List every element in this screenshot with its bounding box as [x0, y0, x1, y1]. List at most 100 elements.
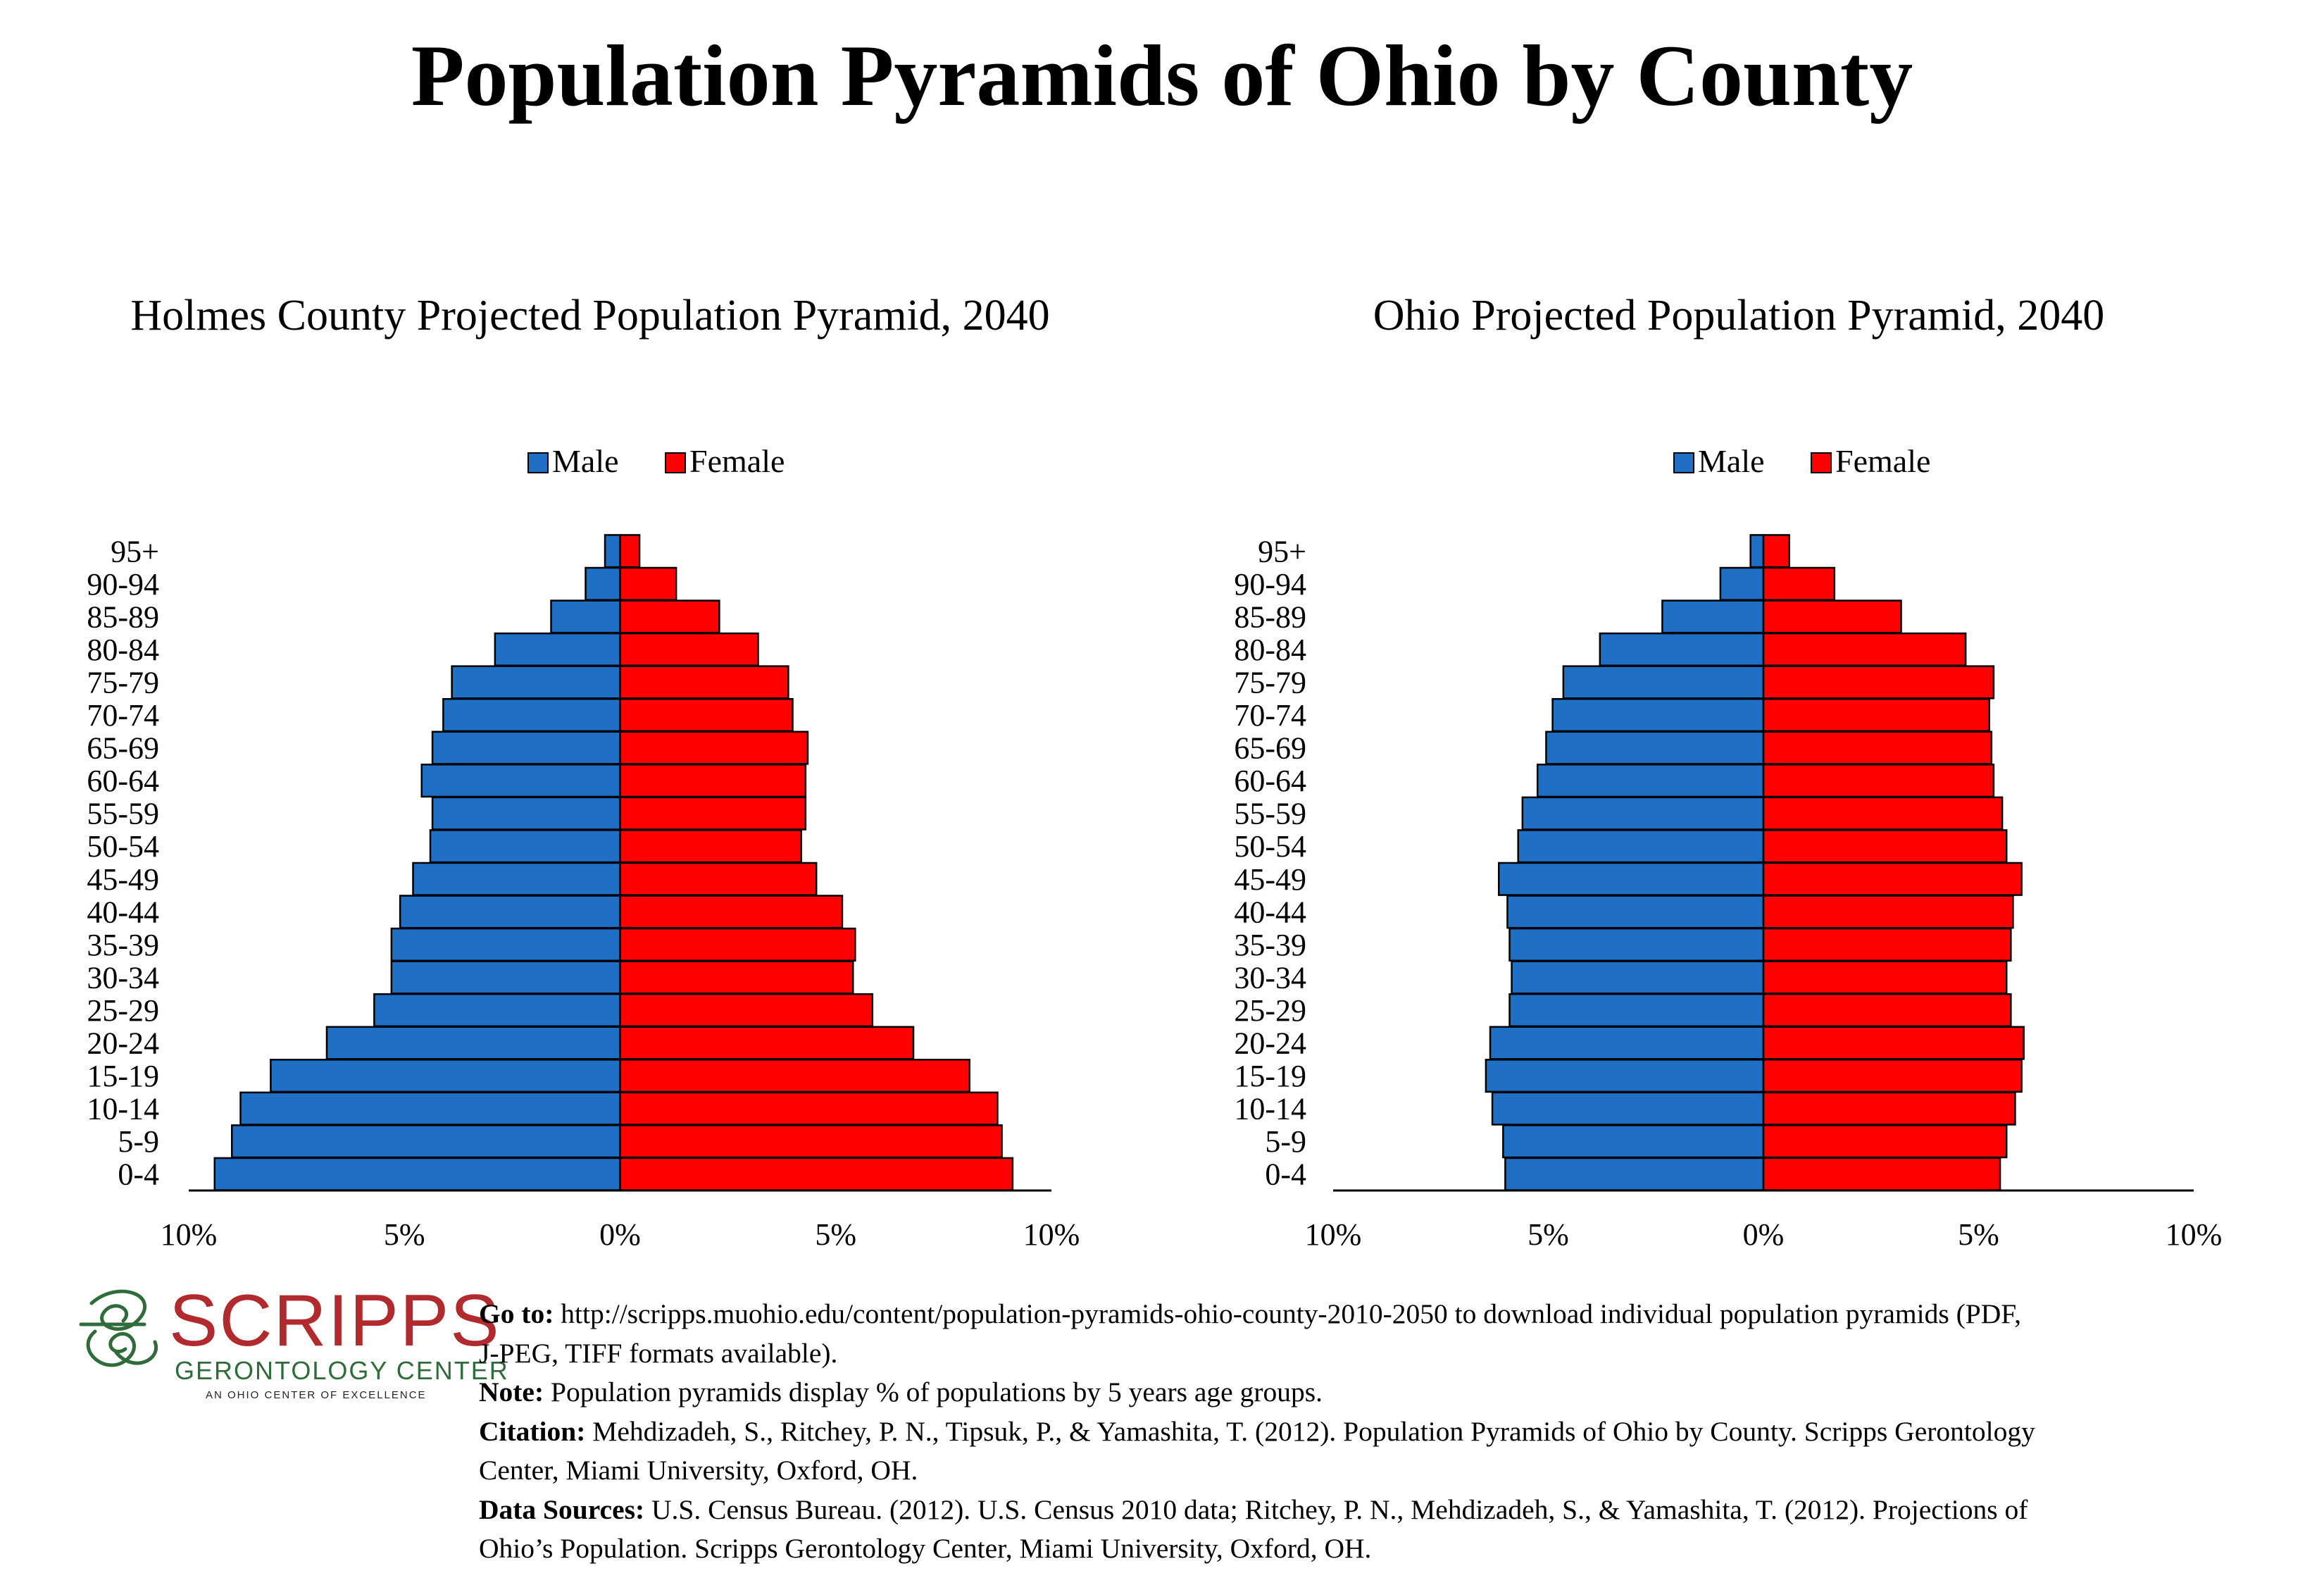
category-label: 5-9	[1265, 1124, 1306, 1159]
bar-male-35-39	[390, 927, 621, 962]
bar-female-35-39	[619, 927, 856, 962]
legend-label-male: Male	[552, 443, 619, 479]
bar-female-75-79	[1762, 665, 1995, 700]
category-label: 55-59	[1234, 797, 1306, 831]
bar-female-30-34	[619, 960, 854, 995]
category-label: 85-89	[87, 599, 159, 634]
bar-female-50-54	[1762, 829, 2008, 864]
legend-label-female: Female	[1835, 443, 1930, 479]
category-label: 80-84	[1234, 633, 1306, 667]
note-label: Citation:	[479, 1415, 586, 1447]
x-tick-label: 5%	[815, 1217, 856, 1252]
bar-female-65-69	[619, 731, 809, 765]
bar-female-65-69	[1762, 731, 1993, 765]
legend: Male Female	[527, 443, 785, 479]
bar-male-40-44	[399, 895, 621, 929]
category-label: 15-19	[87, 1059, 159, 1093]
bar-female-20-24	[1762, 1026, 2025, 1060]
bar-male-70-74	[442, 697, 621, 733]
category-label: 25-29	[1234, 993, 1306, 1028]
holmes-county-pyramid-svg: Holmes County Projected Population Pyram…	[87, 292, 1080, 1252]
category-label: 75-79	[1234, 665, 1306, 700]
legend-swatch-female	[665, 452, 686, 473]
legend: Male Female	[1673, 443, 1930, 479]
note-line-sources-cont: Ohio’s Population. Scripps Gerontology C…	[479, 1529, 2310, 1569]
category-label: 5-9	[118, 1124, 159, 1159]
note-label: Data Sources:	[479, 1493, 645, 1525]
bar-female-70-74	[1762, 697, 1991, 733]
bar-male-20-24	[325, 1026, 621, 1060]
category-label: 50-54	[87, 829, 159, 864]
note-text: Population pyramids display % of populat…	[544, 1376, 1323, 1407]
note-label: Go to:	[479, 1298, 554, 1329]
bar-male-95+	[1749, 534, 1765, 568]
x-tick-label: 10%	[161, 1217, 218, 1252]
category-label: 45-49	[1234, 862, 1306, 897]
note-line-citation: Citation: Mehdizadeh, S., Ritchey, P. N.…	[479, 1412, 2310, 1452]
logo-subtitle: GERONTOLOGY CENTER	[175, 1356, 509, 1385]
bar-male-70-74	[1551, 697, 1765, 733]
category-label: 95+	[1258, 534, 1306, 568]
x-tick-label: 0%	[599, 1217, 641, 1252]
category-label: 20-24	[87, 1026, 159, 1061]
note-text: Center, Miami University, Oxford, OH.	[479, 1455, 918, 1486]
category-label: 20-24	[1234, 1026, 1306, 1061]
category-label: 10-14	[1234, 1092, 1306, 1126]
bar-male-0-4	[1504, 1157, 1765, 1191]
bar-male-15-19	[1485, 1059, 1765, 1093]
note-line-sources: Data Sources: U.S. Census Bureau. (2012)…	[479, 1491, 2310, 1530]
bar-male-25-29	[373, 993, 621, 1028]
legend-swatch-male	[527, 452, 549, 473]
chart-title: Holmes County Projected Population Pyram…	[130, 292, 1049, 340]
ohio-pyramid-chart: Ohio Projected Population Pyramid, 2040 M…	[1155, 141, 2324, 1268]
note-line-goto-cont: J-PEG, TIFF formats available).	[479, 1334, 2310, 1374]
bar-female-5-9	[1762, 1124, 2008, 1159]
bar-male-65-69	[431, 731, 621, 765]
bar-female-50-54	[619, 829, 802, 864]
bar-male-15-19	[270, 1059, 621, 1093]
bar-female-55-59	[619, 796, 807, 831]
bar-female-20-24	[619, 1026, 915, 1060]
bar-female-25-29	[619, 993, 874, 1028]
bar-male-40-44	[1506, 895, 1765, 929]
bar-female-80-84	[619, 632, 759, 666]
bar-female-55-59	[1762, 796, 2004, 831]
bar-male-45-49	[1497, 862, 1765, 896]
x-tick-label: 0%	[1743, 1217, 1785, 1252]
category-label: 60-64	[1234, 764, 1306, 798]
holmes-county-pyramid-chart: Holmes County Projected Population Pyram…	[0, 141, 1155, 1268]
legend-label-male: Male	[1698, 443, 1765, 479]
bar-male-85-89	[550, 599, 621, 634]
category-label: 40-44	[1234, 895, 1306, 929]
note-text: Mehdizadeh, S., Ritchey, P. N., Tipsuk, …	[585, 1415, 2035, 1447]
bar-female-30-34	[1762, 960, 2008, 995]
scripps-logo: SCRIPPS GERONTOLOGY CENTER AN OHIO CENTE…	[77, 1282, 508, 1402]
bar-male-60-64	[420, 764, 621, 798]
bar-female-95+	[619, 534, 641, 568]
x-tick-label: 5%	[1528, 1217, 1569, 1252]
bar-female-90-94	[1762, 566, 1836, 601]
bar-male-60-64	[1536, 764, 1765, 798]
bar-male-5-9	[231, 1124, 621, 1159]
category-label: 90-94	[1234, 567, 1306, 602]
bar-male-30-34	[1511, 960, 1765, 995]
x-tick-label: 5%	[1958, 1217, 1999, 1252]
note-line-goto: Go to: http://scripps.muohio.edu/content…	[479, 1295, 2310, 1334]
bar-female-80-84	[1762, 632, 1967, 666]
category-label: 30-34	[1234, 960, 1306, 995]
category-label: 90-94	[87, 567, 159, 602]
bar-female-60-64	[1762, 764, 1995, 798]
note-text: U.S. Census Bureau. (2012). U.S. Census …	[644, 1493, 2028, 1525]
x-tick-label: 5%	[384, 1217, 425, 1252]
category-label: 15-19	[1234, 1059, 1306, 1093]
bar-male-80-84	[494, 632, 621, 666]
bar-male-75-79	[451, 665, 621, 700]
bar-female-40-44	[1762, 895, 2014, 929]
category-label: 55-59	[87, 797, 159, 831]
category-label: 85-89	[1234, 599, 1306, 634]
x-tick-label: 10%	[1305, 1217, 1362, 1252]
bar-female-0-4	[1762, 1157, 2001, 1191]
bar-male-75-79	[1562, 665, 1765, 700]
note-text: http://scripps.muohio.edu/content/popula…	[554, 1298, 2021, 1329]
bar-male-25-29	[1508, 993, 1765, 1028]
